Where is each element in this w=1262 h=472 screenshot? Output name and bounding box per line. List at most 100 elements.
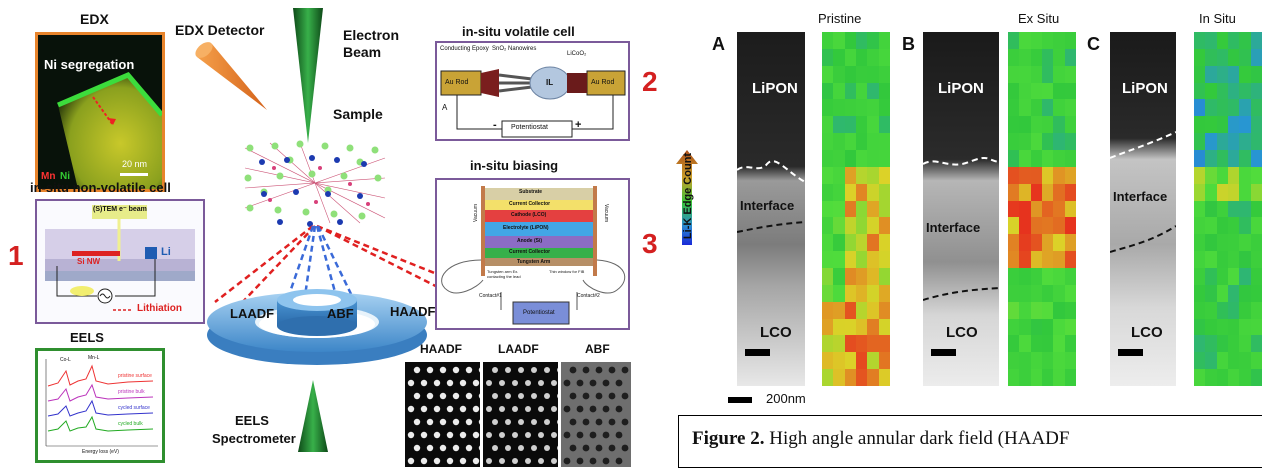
map-pixel bbox=[1194, 352, 1206, 370]
map-pixel bbox=[867, 99, 879, 117]
map-pixel bbox=[1239, 301, 1251, 319]
atom-column bbox=[505, 393, 511, 399]
micrograph-exsitu-overlay bbox=[923, 156, 999, 356]
map-pixel bbox=[1227, 200, 1240, 218]
map-pixel bbox=[1239, 99, 1251, 117]
map-pixel bbox=[1216, 99, 1228, 117]
li-map-insitu bbox=[1194, 32, 1262, 386]
atom-column bbox=[407, 405, 415, 413]
atom-column bbox=[551, 432, 557, 438]
atom-column bbox=[595, 418, 603, 426]
map-pixel bbox=[878, 217, 890, 235]
map-pixel bbox=[1030, 251, 1042, 268]
map-pixel bbox=[1053, 48, 1065, 66]
map-pixel bbox=[1216, 318, 1228, 336]
map-pixel bbox=[1227, 133, 1240, 150]
map-pixel bbox=[1250, 166, 1262, 184]
map-pixel bbox=[1216, 284, 1228, 302]
map-pixel bbox=[822, 335, 834, 353]
map-pixel bbox=[1041, 150, 1054, 167]
atom-column bbox=[452, 392, 460, 400]
map-pixel bbox=[1239, 82, 1251, 100]
map-pixel bbox=[1019, 268, 1031, 285]
atom-column bbox=[551, 380, 557, 386]
electron-beam-cone bbox=[293, 8, 323, 143]
map-pixel bbox=[1030, 65, 1042, 83]
map-pixel bbox=[1239, 150, 1251, 167]
atom-column bbox=[518, 445, 524, 451]
map-pixel bbox=[833, 99, 845, 117]
map-pixel bbox=[1227, 166, 1240, 184]
map-pixel bbox=[833, 116, 845, 134]
map-pixel bbox=[1064, 200, 1076, 218]
map-pixel bbox=[844, 284, 856, 302]
eels-title: EELS bbox=[70, 330, 104, 345]
eels-label-3: cycled surface bbox=[118, 405, 150, 411]
map-pixel bbox=[1216, 217, 1228, 235]
eels-plot: Co-L Mn-L pristine surface pristine bulk… bbox=[35, 348, 165, 463]
map-pixel bbox=[1064, 352, 1076, 370]
map-pixel bbox=[1227, 251, 1240, 268]
map-pixel bbox=[1008, 133, 1020, 150]
label-lipon-a: LiPON bbox=[752, 80, 798, 97]
biasing-layer-5: Current Collector bbox=[509, 249, 551, 255]
atom-column bbox=[492, 419, 498, 425]
map-pixel bbox=[1030, 301, 1042, 319]
map-pixel bbox=[1239, 352, 1251, 370]
atom-column bbox=[538, 406, 544, 412]
map-pixel bbox=[844, 352, 856, 370]
map-pixel bbox=[833, 32, 845, 49]
map-pixel bbox=[822, 82, 834, 100]
li-map-exsitu bbox=[1008, 32, 1076, 386]
map-pixel bbox=[844, 48, 856, 66]
map-pixel bbox=[1041, 234, 1054, 252]
map-pixel bbox=[844, 99, 856, 117]
map-pixel bbox=[867, 234, 879, 252]
label-interface-b: Interface bbox=[926, 220, 981, 235]
nonvolatile-panel: (S)TEM e⁻ beam Si NW Li Lithiation bbox=[35, 199, 205, 324]
detector-abf: ABF bbox=[327, 306, 354, 321]
biasing-vacuum-right: Vacuum bbox=[602, 204, 609, 222]
nonvolatile-title: in-situ non-volatile cell bbox=[30, 180, 171, 195]
map-pixel bbox=[1064, 318, 1076, 336]
map-pixel bbox=[822, 99, 834, 117]
eels-label-4: cycled bulk bbox=[118, 421, 143, 427]
atom-column bbox=[582, 366, 590, 374]
biasing-diagram bbox=[441, 186, 626, 325]
map-pixel bbox=[1008, 116, 1020, 134]
map-pixel bbox=[1194, 234, 1206, 252]
atom-column bbox=[602, 457, 610, 465]
edx-title: EDX bbox=[80, 11, 109, 27]
map-pixel bbox=[1064, 116, 1076, 134]
micrograph-insitu bbox=[1110, 32, 1176, 386]
map-pixel bbox=[855, 150, 868, 167]
map-pixel bbox=[1030, 116, 1042, 134]
map-pixel bbox=[855, 65, 868, 83]
map-pixel bbox=[1008, 166, 1020, 184]
map-pixel bbox=[1205, 352, 1217, 370]
panel-letter-a: A bbox=[712, 34, 725, 54]
map-pixel bbox=[878, 234, 890, 252]
map-pixel bbox=[1064, 32, 1076, 49]
atom-column bbox=[589, 379, 597, 387]
map-pixel bbox=[822, 116, 834, 134]
electron-beam-label: Electron Beam bbox=[343, 27, 400, 60]
map-pixel bbox=[1194, 200, 1206, 218]
map-pixel bbox=[1053, 133, 1065, 150]
map-pixel bbox=[1041, 65, 1054, 83]
number-3: 3 bbox=[642, 228, 658, 259]
biasing-tungsten-note: Tungsten arm Ex. contacting the lead bbox=[487, 269, 521, 279]
map-pixel bbox=[833, 150, 845, 167]
map-pixel bbox=[1216, 268, 1228, 285]
edx-detector-label: EDX Detector bbox=[175, 22, 265, 38]
map-pixel bbox=[855, 166, 868, 184]
map-pixel bbox=[1064, 150, 1076, 167]
map-pixel bbox=[1250, 352, 1262, 370]
map-pixel bbox=[1019, 234, 1031, 252]
map-pixel bbox=[1239, 234, 1251, 252]
biasing-layer-2: Cathode (LCO) bbox=[511, 212, 547, 218]
map-pixel bbox=[1205, 335, 1217, 353]
map-pixel bbox=[1041, 251, 1054, 268]
map-pixel bbox=[1250, 99, 1262, 117]
biasing-title: in-situ biasing bbox=[470, 158, 559, 173]
